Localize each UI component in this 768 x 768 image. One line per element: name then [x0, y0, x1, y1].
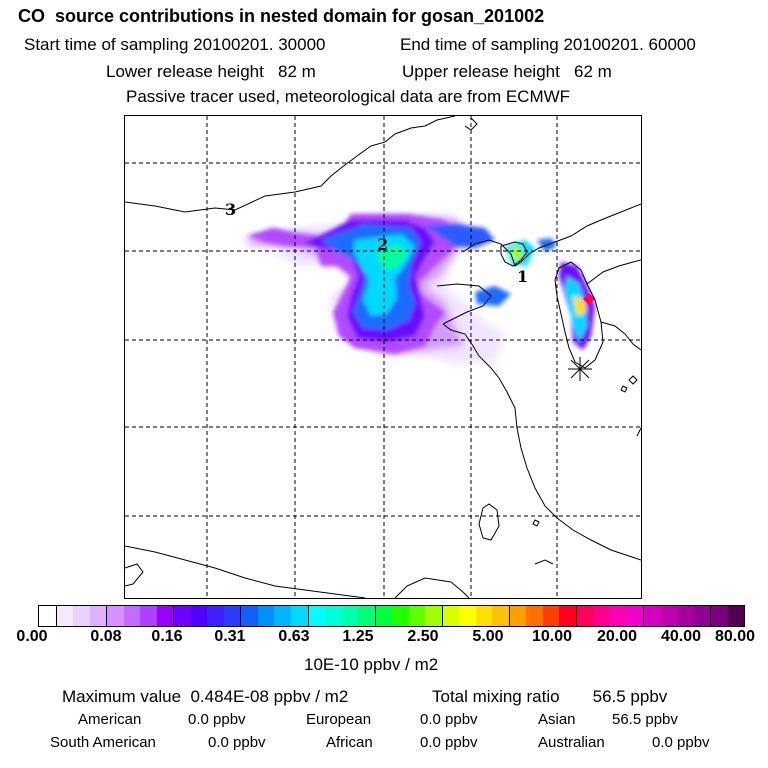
colorbar-swatch — [190, 606, 208, 626]
grid-lines — [125, 116, 641, 598]
colorbar-swatch — [425, 606, 443, 626]
european-value: 0.0 ppbv — [420, 711, 478, 728]
colorbar-tick: 1.25 — [342, 628, 374, 645]
colorbar-swatch — [509, 606, 527, 626]
colorbar-swatch — [73, 606, 90, 626]
colorbar-swatch — [375, 606, 393, 626]
colorbar-swatch — [257, 606, 275, 626]
max-value: Maximum value 0.484E-08 ppbv / m2 — [62, 687, 349, 706]
african-label: African — [326, 734, 373, 751]
american-value: 0.0 ppbv — [188, 711, 246, 728]
colorbar-tick: 0.31 — [214, 628, 246, 645]
colorbar-swatch — [475, 606, 493, 626]
total-mixing-ratio: Total mixing ratio 56.5 ppbv — [432, 687, 668, 706]
receptor-hotspot — [583, 293, 595, 305]
colorbar-swatch — [644, 606, 661, 626]
colorbar-tick: 0.00 — [16, 628, 48, 645]
colorbar-tick: 20.00 — [596, 628, 638, 645]
australian-value: 0.0 ppbv — [652, 734, 710, 751]
south-american-label: South American — [50, 734, 156, 751]
colorbar-tick: 0.08 — [90, 628, 122, 645]
colorbar-swatch — [290, 606, 309, 626]
colorbar-swatch — [358, 606, 376, 626]
coastlines — [125, 116, 641, 598]
colorbar — [38, 605, 745, 627]
colorbar-swatch — [56, 606, 74, 626]
colorbar-swatch — [492, 606, 510, 626]
african-value: 0.0 ppbv — [420, 734, 478, 751]
upper-release-height: Upper release height 62 m — [402, 62, 612, 81]
tracer-note: Passive tracer used, meteorological data… — [126, 87, 571, 106]
colorbar-swatch — [325, 606, 342, 626]
colorbar-swatch — [207, 606, 224, 626]
colorbar-swatch — [107, 606, 124, 626]
colorbar-swatch — [526, 606, 543, 626]
colorbar-swatch — [693, 606, 712, 626]
colorbar-swatch — [341, 606, 359, 626]
colorbar-swatch — [442, 606, 460, 626]
colorbar-swatch — [577, 606, 594, 626]
contour-label-3: 3 — [225, 200, 236, 219]
contour-label-1: 1 — [517, 267, 528, 286]
end-time: End time of sampling 20100201. 60000 — [400, 35, 696, 54]
colorbar-tick: 40.00 — [660, 628, 702, 645]
map-canvas: 3 2 1 — [125, 116, 641, 598]
colorbar-tick: 0.16 — [151, 628, 183, 645]
colorbar-tick: 80.00 — [714, 628, 756, 645]
colorbar-swatch — [408, 606, 426, 626]
lower-release-height: Lower release height 82 m — [106, 62, 316, 81]
colorbar-swatch — [123, 606, 141, 626]
colorbar-unit: 10E-10 ppbv / m2 — [304, 655, 439, 674]
asian-value: 56.5 ppbv — [612, 711, 678, 728]
colorbar-swatch — [39, 606, 57, 626]
colorbar-swatch — [559, 606, 577, 626]
colorbar-swatch — [711, 606, 728, 626]
colorbar-swatch — [727, 606, 745, 626]
colorbar-swatch — [660, 606, 678, 626]
colorbar-swatch — [626, 606, 645, 626]
colorbar-tick: 5.00 — [472, 628, 504, 645]
european-label: European — [306, 711, 372, 728]
colorbar-swatch — [459, 606, 476, 626]
colorbar-swatch — [274, 606, 291, 626]
asian-label: Asian — [538, 711, 576, 728]
colorbar-swatch — [223, 606, 242, 626]
contour-label-2: 2 — [377, 235, 388, 254]
receptor-marker-icon — [568, 357, 592, 381]
colorbar-swatch — [174, 606, 191, 626]
colorbar-tick: 0.63 — [278, 628, 310, 645]
american-label: American — [78, 711, 142, 728]
colorbar-tick: 2.50 — [407, 628, 439, 645]
australian-label: Australian — [538, 734, 605, 751]
colorbar-swatch — [542, 606, 560, 626]
colorbar-swatch — [610, 606, 627, 626]
south-american-value: 0.0 ppbv — [208, 734, 266, 751]
colorbar-tick: 10.00 — [531, 628, 573, 645]
colorbar-swatch — [392, 606, 409, 626]
map-panel: 3 2 1 — [124, 115, 642, 599]
colorbar-swatch — [89, 606, 108, 626]
start-time: Start time of sampling 20100201. 30000 — [24, 35, 326, 54]
colorbar-swatch — [593, 606, 611, 626]
colorbar-swatch — [241, 606, 258, 626]
colorbar-swatch — [156, 606, 175, 626]
plot-title: CO source contributions in nested domain… — [18, 6, 545, 26]
colorbar-swatch — [677, 606, 694, 626]
colorbar-swatch — [308, 606, 326, 626]
colorbar-swatch — [140, 606, 157, 626]
